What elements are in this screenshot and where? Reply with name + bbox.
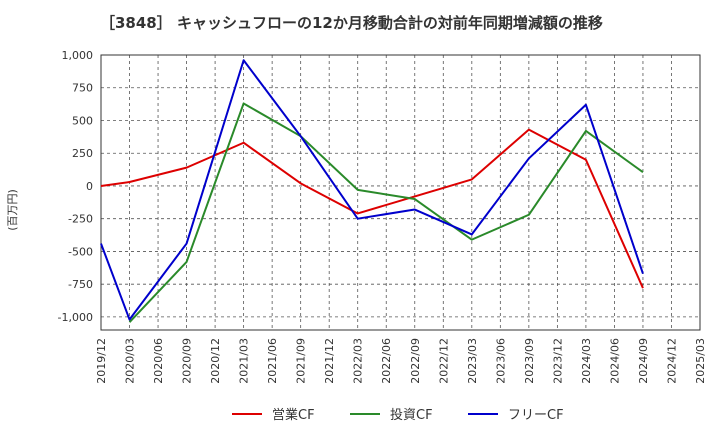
x-tick-label: 2020/03 (124, 338, 137, 384)
series-line (128, 102, 644, 323)
x-tick-label: 2019/12 (95, 338, 108, 384)
legend-label: 投資CF (390, 407, 433, 423)
x-tick-label: 2021/03 (238, 338, 251, 384)
y-tick-label: 500 (72, 114, 93, 127)
series-line (100, 59, 644, 321)
x-tick-label: 2021/06 (266, 338, 279, 384)
y-tick-label: -750 (68, 278, 93, 291)
x-tick-label: 2020/06 (152, 338, 165, 384)
x-tick-label: 2023/03 (466, 338, 479, 384)
x-tick-label: 2020/09 (181, 338, 194, 384)
x-tick-label: 2022/12 (437, 338, 450, 384)
y-tick-label: 250 (72, 147, 93, 160)
series-lines (100, 59, 644, 323)
x-tick-label: 2022/03 (352, 338, 365, 384)
y-axis: 1,000 750 500 250 0 -250 -500 -750 -1,000 (58, 49, 93, 324)
x-tick-label: 2023/06 (494, 338, 507, 384)
y-tick-label: -1,000 (58, 311, 93, 324)
x-tick-label: 2022/09 (409, 338, 422, 384)
y-tick-label: 0 (86, 180, 93, 193)
x-tick-label: 2021/12 (323, 338, 336, 384)
y-tick-label: 1,000 (62, 49, 94, 62)
x-tick-label: 2024/06 (608, 338, 621, 384)
chart-title: ［3848］ キャッシュフローの12か月移動合計の対前年同期増減額の推移 (100, 14, 603, 32)
legend-label: 営業CF (272, 407, 315, 423)
y-axis-label: (百万円) (6, 189, 19, 231)
x-tick-label: 2025/03 (694, 338, 707, 384)
legend-label: フリーCF (508, 408, 564, 423)
x-tick-label: 2024/12 (665, 338, 678, 384)
x-tick-label: 2024/03 (580, 338, 593, 384)
x-tick-label: 2022/06 (380, 338, 393, 384)
x-tick-label: 2020/12 (209, 338, 222, 384)
x-tick-label: 2024/09 (637, 338, 650, 384)
grid (100, 54, 701, 330)
y-tick-label: 750 (72, 82, 93, 95)
legend: 営業CF 投資CF フリーCF (232, 407, 564, 423)
plot-area (100, 54, 701, 331)
x-axis: 2019/12 2020/03 2020/06 2020/09 2020/12 2021/… (95, 338, 707, 384)
y-tick-label: -250 (68, 213, 93, 226)
x-tick-label: 2023/09 (523, 338, 536, 384)
y-tick-label: -500 (68, 245, 93, 258)
x-tick-label: 2023/12 (551, 338, 564, 384)
x-tick-label: 2021/09 (295, 338, 308, 384)
